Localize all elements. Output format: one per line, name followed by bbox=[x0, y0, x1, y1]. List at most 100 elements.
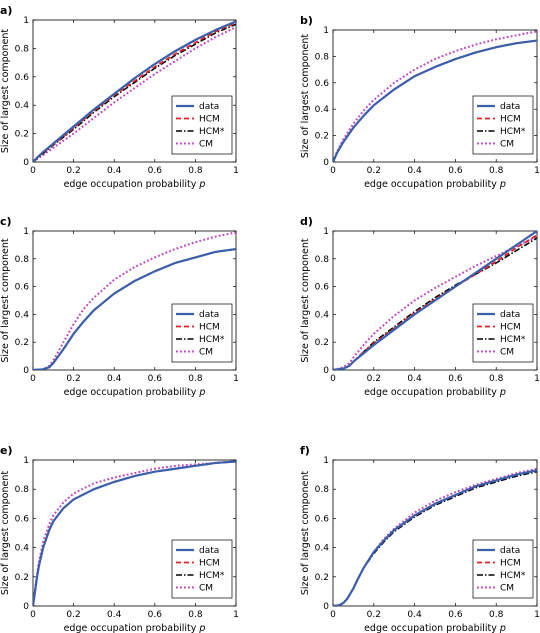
legend: data HCM HCM* CM bbox=[472, 303, 534, 363]
x-axis-symbol: p bbox=[198, 387, 205, 398]
x-tick-label: 0.8 bbox=[188, 610, 203, 620]
chart-panel: 0 0.2 0.4 0.6 0.8 1 0 0.2 0.4 0.6 0.8 1 edge occupat… bbox=[300, 215, 540, 398]
x-axis-label: edge occupation probability p bbox=[64, 387, 206, 398]
panel-label: f) bbox=[300, 444, 310, 457]
x-tick-label: 0.8 bbox=[489, 166, 504, 176]
x-tick-label: 0 bbox=[330, 610, 336, 620]
x-tick-label: 0.4 bbox=[407, 610, 422, 620]
x-tick-label: 1 bbox=[534, 610, 540, 620]
series-line-data bbox=[333, 469, 537, 606]
legend-label: CM bbox=[199, 584, 213, 594]
y-tick-label: 0.2 bbox=[315, 338, 329, 348]
y-tick-label: 0.8 bbox=[15, 255, 30, 265]
legend-label: data bbox=[199, 546, 219, 556]
x-tick-label: 0.4 bbox=[107, 166, 122, 176]
series-line-cm bbox=[333, 30, 537, 162]
series-line-hcm-star bbox=[333, 237, 537, 370]
x-axis-symbol: p bbox=[198, 179, 205, 190]
x-axis-label: edge occupation probability p bbox=[364, 623, 506, 633]
x-tick-label: 0.8 bbox=[188, 374, 203, 384]
y-tick-label: 0.2 bbox=[315, 132, 329, 142]
legend: data HCM HCM* CM bbox=[171, 95, 233, 155]
y-tick-label: 0.6 bbox=[315, 283, 330, 293]
legend-label: HCM* bbox=[199, 335, 225, 345]
plot-frame bbox=[32, 19, 237, 163]
legend-label: data bbox=[500, 102, 520, 112]
x-axis-symbol: p bbox=[499, 179, 506, 190]
x-tick-label: 0.4 bbox=[407, 166, 422, 176]
legend-label: HCM* bbox=[500, 571, 526, 581]
y-tick-label: 0.6 bbox=[315, 79, 330, 89]
x-tick-label: 0 bbox=[330, 374, 336, 384]
panel-label: b) bbox=[300, 14, 313, 27]
x-tick-label: 0.2 bbox=[367, 166, 381, 176]
y-tick-label: 0.6 bbox=[15, 514, 30, 524]
x-tick-label: 0.6 bbox=[148, 166, 163, 176]
legend-label: HCM* bbox=[199, 127, 225, 137]
y-tick-label: 0.2 bbox=[15, 338, 29, 348]
y-tick-label: 0.4 bbox=[15, 544, 30, 554]
y-tick-label: 0.6 bbox=[15, 73, 30, 83]
x-tick-label: 0.4 bbox=[407, 374, 422, 384]
y-axis-label: Size of largest component bbox=[300, 471, 311, 595]
x-tick-label: 0.6 bbox=[448, 610, 463, 620]
x-axis-symbol: p bbox=[499, 623, 506, 633]
y-tick-label: 0.2 bbox=[15, 573, 29, 583]
y-tick-label: 0.6 bbox=[15, 283, 30, 293]
y-tick-label: 1 bbox=[323, 26, 329, 36]
legend-label: HCM bbox=[500, 323, 521, 333]
x-tick-label: 0.8 bbox=[489, 610, 504, 620]
legend: data HCM HCM* CM bbox=[171, 539, 233, 599]
legend-box bbox=[171, 303, 233, 363]
legend: data HCM HCM* CM bbox=[171, 303, 233, 363]
x-tick-label: 1 bbox=[233, 374, 239, 384]
legend-label: data bbox=[500, 546, 520, 556]
legend-label: HCM* bbox=[500, 127, 526, 137]
y-axis-label: Size of largest component bbox=[300, 34, 311, 158]
chart-panel: 0 0.2 0.4 0.6 0.8 1 0 0.2 0.4 0.6 0.8 1 edge occupat… bbox=[0, 444, 239, 633]
y-axis-label: Size of largest component bbox=[0, 238, 11, 362]
x-tick-label: 0.6 bbox=[448, 166, 463, 176]
series-line-data bbox=[33, 247, 236, 370]
y-tick-label: 0.8 bbox=[15, 44, 30, 54]
plot-frame bbox=[332, 29, 538, 163]
legend-label: HCM* bbox=[500, 335, 526, 345]
legend-label: CM bbox=[500, 348, 514, 358]
y-tick-label: 0.8 bbox=[315, 485, 330, 495]
y-tick-label: 0.8 bbox=[315, 52, 330, 62]
legend-label: data bbox=[199, 102, 219, 112]
x-tick-label: 1 bbox=[233, 610, 239, 620]
legend: data HCM HCM* CM bbox=[472, 539, 534, 599]
legend-label: CM bbox=[199, 140, 213, 150]
legend-label: HCM* bbox=[199, 571, 225, 581]
y-tick-label: 1 bbox=[23, 16, 29, 26]
legend-label: HCM bbox=[500, 559, 521, 569]
y-axis-label: Size of largest component bbox=[0, 29, 11, 153]
y-tick-label: 0.2 bbox=[15, 130, 29, 140]
chart-panel: 0 0.2 0.4 0.6 0.8 1 0 0.2 0.4 0.6 0.8 1 edge occupat… bbox=[300, 14, 540, 190]
x-tick-label: 0 bbox=[30, 610, 36, 620]
x-tick-label: 0.4 bbox=[107, 374, 122, 384]
x-tick-label: 0.2 bbox=[66, 610, 80, 620]
y-tick-label: 0 bbox=[23, 158, 29, 168]
chart-panel: 0 0.2 0.4 0.6 0.8 1 0 0.2 0.4 0.6 0.8 1 edge occupat… bbox=[0, 215, 239, 398]
chart-panel: 0 0.2 0.4 0.6 0.8 1 0 0.2 0.4 0.6 0.8 1 edge occupat… bbox=[300, 444, 540, 633]
panel-label: d) bbox=[300, 215, 313, 228]
legend-label: HCM bbox=[500, 115, 521, 125]
x-tick-label: 0.4 bbox=[107, 610, 122, 620]
x-tick-label: 0.6 bbox=[448, 374, 463, 384]
panel-label: c) bbox=[0, 215, 12, 228]
x-axis-symbol: p bbox=[499, 387, 506, 398]
plot-frame bbox=[32, 459, 237, 607]
legend-label: data bbox=[199, 310, 219, 320]
y-tick-label: 1 bbox=[23, 456, 29, 466]
x-tick-label: 0.2 bbox=[66, 374, 80, 384]
series-line-cm bbox=[33, 231, 236, 370]
x-axis-label: edge occupation probability p bbox=[364, 179, 506, 190]
legend-label: data bbox=[500, 310, 520, 320]
y-tick-label: 0.4 bbox=[15, 310, 30, 320]
legend-label: CM bbox=[199, 348, 213, 358]
legend-label: CM bbox=[500, 140, 514, 150]
series-line-data bbox=[333, 230, 537, 370]
